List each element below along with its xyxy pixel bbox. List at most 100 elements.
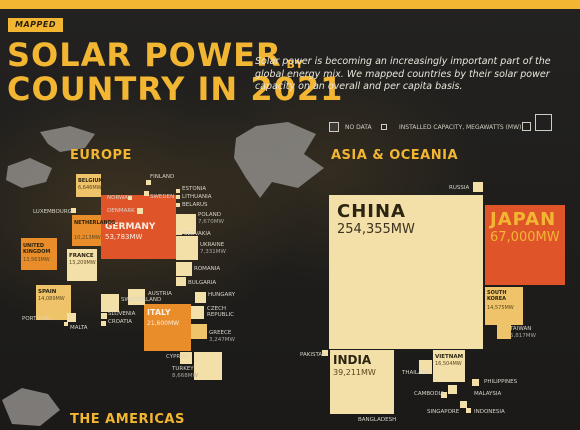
square-austria bbox=[128, 289, 145, 305]
square-hungary bbox=[195, 292, 206, 303]
square-philippines bbox=[472, 379, 479, 386]
label-vietnam: VIETNAM bbox=[435, 354, 464, 360]
square-slovenia bbox=[101, 313, 107, 319]
square-india: INDIA 39,211MW bbox=[330, 350, 394, 414]
label-malaysia: MALAYSIA bbox=[474, 391, 502, 397]
value-japan: 67,000MW bbox=[490, 230, 560, 245]
region-americas: THE AMERICAS bbox=[70, 412, 185, 427]
label-japan: JAPAN bbox=[490, 209, 557, 230]
label-uk: UNITED KINGDOM bbox=[23, 243, 51, 255]
label-sweden: SWEDEN bbox=[150, 194, 175, 200]
value-vietnam: 16,504MW bbox=[435, 361, 462, 367]
square-luxembourg bbox=[71, 208, 76, 213]
description: Solar power is becoming an increasingly … bbox=[255, 56, 551, 92]
square-italy: ITALY 21,600MW bbox=[144, 304, 191, 351]
region-asia-oceania: ASIA & OCEANIA bbox=[331, 148, 459, 163]
legend-installed: INSTALLED CAPACITY, MEGAWATTS (MW) bbox=[399, 124, 522, 131]
title-line-2: COUNTRY IN 2021 bbox=[7, 70, 344, 108]
europe-map-shape bbox=[6, 126, 95, 188]
square-switzerland bbox=[101, 294, 119, 312]
title-line-1: SOLAR POWER bbox=[7, 36, 282, 74]
value-spain: 14,089MW bbox=[38, 296, 65, 302]
square-portugal bbox=[67, 313, 76, 322]
square-japan: JAPAN 67,000MW bbox=[485, 205, 565, 285]
value-germany: 53,783MW bbox=[105, 233, 143, 241]
americas-map-shape bbox=[2, 388, 60, 426]
value-poland: 7,670MW bbox=[198, 219, 224, 225]
square-taiwan bbox=[497, 325, 511, 339]
legend-no-data: NO DATA bbox=[345, 124, 372, 131]
square-croatia bbox=[101, 321, 106, 326]
legend-large-swatch bbox=[535, 114, 552, 131]
value-india: 39,211MW bbox=[333, 368, 376, 377]
label-taiwan: TAIWAN bbox=[510, 326, 532, 332]
legend-small-swatch bbox=[381, 124, 387, 130]
square-singapore bbox=[460, 401, 467, 408]
page-title: SOLAR POWER BY COUNTRY IN 2021 bbox=[7, 38, 343, 106]
label-croatia: CROATIA bbox=[108, 319, 132, 325]
square-slovakia bbox=[176, 230, 182, 235]
label-germany: GERMANY bbox=[105, 222, 156, 232]
square-ukraine bbox=[176, 236, 198, 260]
square-spain: SPAIN 14,089MW bbox=[36, 285, 71, 320]
square-belgium: BELGIUM 6,646MW bbox=[76, 174, 103, 197]
square-russia bbox=[473, 182, 483, 192]
legend-no-data-swatch bbox=[329, 122, 339, 132]
square-belarus bbox=[176, 203, 180, 207]
square-bulgaria bbox=[176, 277, 186, 286]
label-slovakia: SLOVAKIA bbox=[184, 231, 211, 237]
square-france: FRANCE 13,209MW bbox=[67, 249, 97, 281]
value-south-korea: 14,575MW bbox=[487, 305, 514, 311]
label-denmark: DENMARK bbox=[107, 208, 135, 214]
square-germany: GERMANY 53,783MW bbox=[101, 195, 176, 259]
value-uk: 13,563MW bbox=[23, 257, 50, 263]
label-switzerland: SWITZERLAND bbox=[121, 297, 162, 303]
square-romania bbox=[176, 262, 192, 276]
legend-mid-swatch bbox=[522, 122, 531, 131]
label-austria: AUSTRIA bbox=[148, 291, 172, 297]
label-indonesia: INDONESIA bbox=[474, 409, 505, 415]
square-china: CHINA 254,355MW bbox=[329, 195, 483, 349]
value-taiwan: 5,817MW bbox=[510, 333, 536, 339]
square-bangladesh bbox=[366, 406, 374, 414]
mapped-badge: MAPPED bbox=[8, 18, 63, 32]
label-bulgaria: BULGARIA bbox=[188, 280, 217, 286]
square-thailand bbox=[419, 360, 432, 374]
label-poland: POLAND bbox=[198, 212, 221, 218]
value-ukraine: 7,331MW bbox=[200, 249, 226, 255]
title-by-text: BY bbox=[286, 58, 305, 71]
label-pakistan: PAKISTAN bbox=[300, 352, 327, 358]
label-spain: SPAIN bbox=[38, 289, 57, 295]
label-turkey: TURKEY bbox=[172, 366, 194, 372]
label-luxembourg: LUXEMBOURG bbox=[33, 209, 72, 215]
square-lithuania bbox=[176, 195, 180, 199]
square-malaysia bbox=[448, 385, 457, 394]
value-italy: 21,600MW bbox=[147, 320, 180, 327]
square-poland bbox=[176, 214, 196, 234]
value-belgium: 6,646MW bbox=[78, 185, 102, 191]
square-malta bbox=[64, 322, 68, 326]
square-sweden bbox=[144, 191, 149, 196]
asia-map-shape bbox=[234, 122, 324, 198]
square-cyprus bbox=[180, 352, 192, 364]
value-turkey: 8,668MW bbox=[172, 373, 198, 379]
label-greece: GREECE bbox=[209, 330, 232, 336]
label-thailand: THAILAND bbox=[402, 370, 431, 376]
square-norway bbox=[128, 196, 132, 200]
label-belarus: BELARUS bbox=[182, 202, 208, 208]
title-by: BY bbox=[282, 58, 305, 71]
top-accent-bar bbox=[0, 0, 580, 9]
label-bangladesh: BANGLADESH bbox=[358, 417, 397, 423]
label-slovenia: SLOVENIA bbox=[108, 311, 136, 317]
label-india: INDIA bbox=[333, 353, 372, 367]
square-netherlands: NETHERLANDS 10,213MW bbox=[72, 215, 115, 246]
label-china: CHINA bbox=[337, 201, 406, 222]
value-france: 13,209MW bbox=[69, 260, 96, 266]
label-romania: ROMANIA bbox=[194, 266, 221, 272]
label-france: FRANCE bbox=[69, 253, 94, 259]
label-hungary: HUNGARY bbox=[208, 292, 236, 298]
value-netherlands: 10,213MW bbox=[74, 235, 101, 241]
square-czech bbox=[191, 306, 204, 319]
label-norway: NORWAY bbox=[107, 195, 131, 201]
